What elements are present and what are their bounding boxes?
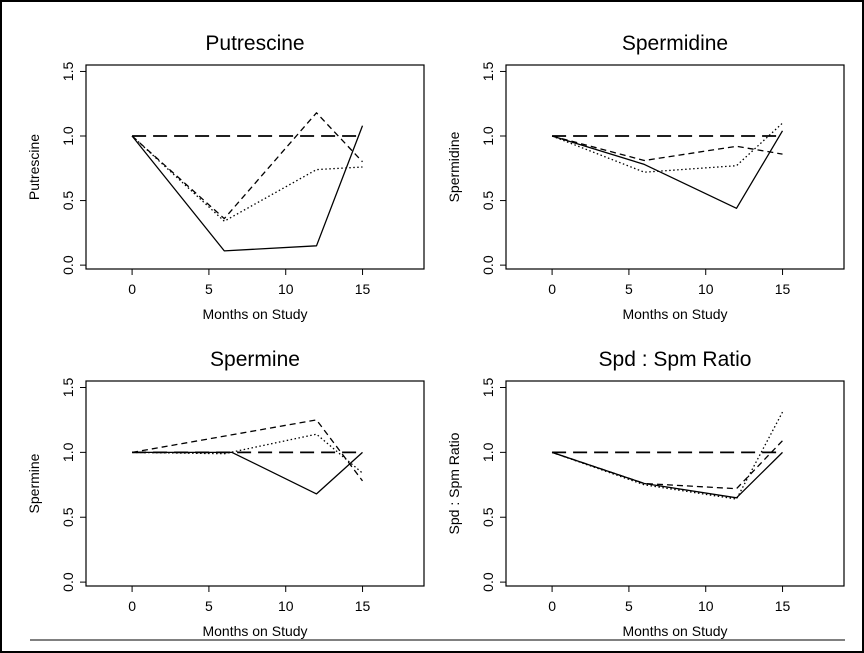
y-tick-label: 0.0 bbox=[480, 255, 496, 275]
x-tick-label: 10 bbox=[698, 281, 714, 297]
x-tick-label: 5 bbox=[205, 281, 213, 297]
x-tick-label: 10 bbox=[278, 598, 294, 614]
series-line-dotted bbox=[132, 433, 363, 474]
x-tick-label: 10 bbox=[698, 598, 714, 614]
y-tick-label: 1.5 bbox=[480, 62, 496, 82]
series-line-solid bbox=[132, 451, 363, 495]
plot-frame bbox=[85, 380, 425, 587]
x-tick-label: 0 bbox=[128, 598, 136, 614]
series-line-solid bbox=[551, 130, 784, 209]
series-line-dashed bbox=[131, 112, 363, 220]
y-tick-label: 0.5 bbox=[60, 507, 76, 527]
y-tick-label: 1.5 bbox=[60, 62, 76, 82]
series-line-dashed bbox=[551, 135, 783, 162]
x-tick-label: 5 bbox=[625, 281, 633, 297]
series-line-dotted bbox=[551, 411, 784, 500]
chart-panel-4: Spd : Spm Ratio 0 5 10 15 0.0 0.5 1.0 1.5 Months … bbox=[446, 348, 845, 639]
x-tick-label: 15 bbox=[355, 281, 371, 297]
y-tick-label: 1.0 bbox=[480, 442, 496, 462]
y-tick-label: 1.0 bbox=[60, 442, 76, 462]
chart-panel-1: Putrescine 0 5 10 15 0.0 0.5 1.0 1.5 Months on St… bbox=[26, 32, 425, 322]
x-tick-label: 0 bbox=[128, 281, 136, 297]
x-axis-label: Months on Study bbox=[622, 306, 727, 322]
y-tick-label: 0.0 bbox=[60, 572, 76, 592]
x-tick-label: 5 bbox=[205, 598, 213, 614]
plot-frame bbox=[505, 380, 845, 587]
x-axis-label: Months on Study bbox=[202, 623, 307, 639]
chart-panel-3: Spermine 0 5 10 15 0.0 0.5 1.0 1.5 Months on Stud… bbox=[26, 348, 425, 639]
x-tick-label: 0 bbox=[548, 281, 556, 297]
chart-title: Spermidine bbox=[622, 32, 728, 55]
y-tick-label: 0.5 bbox=[480, 507, 496, 527]
plot-frame bbox=[85, 64, 425, 270]
y-tick-label: 1.0 bbox=[480, 126, 496, 146]
y-tick-label: 0.5 bbox=[480, 191, 496, 211]
x-axis-label: Months on Study bbox=[202, 306, 307, 322]
y-tick-label: 0.0 bbox=[60, 255, 76, 275]
y-axis-label: Putrescine bbox=[26, 134, 42, 200]
y-tick-label: 1.5 bbox=[480, 378, 496, 398]
y-tick-label: 1.0 bbox=[60, 126, 76, 146]
y-axis-label: Spermine bbox=[26, 453, 42, 513]
chart-title: Spermine bbox=[210, 348, 300, 371]
series-line-dashed bbox=[551, 440, 783, 490]
y-axis-label: Spermidine bbox=[446, 131, 462, 202]
x-tick-label: 15 bbox=[355, 598, 371, 614]
x-tick-label: 0 bbox=[548, 598, 556, 614]
x-axis-label: Months on Study bbox=[622, 623, 727, 639]
plot-frame bbox=[505, 64, 845, 270]
y-axis-label: Spd : Spm Ratio bbox=[446, 432, 462, 534]
x-tick-label: 10 bbox=[278, 281, 294, 297]
series-line-solid bbox=[551, 451, 783, 499]
x-tick-label: 15 bbox=[775, 281, 791, 297]
y-tick-label: 0.5 bbox=[60, 191, 76, 211]
chart-title: Spd : Spm Ratio bbox=[599, 348, 752, 371]
chart-title: Putrescine bbox=[205, 32, 304, 55]
y-tick-label: 0.0 bbox=[480, 572, 496, 592]
series-line-solid bbox=[131, 125, 364, 252]
series-line-dotted bbox=[551, 122, 783, 173]
y-tick-label: 1.5 bbox=[60, 378, 76, 398]
chart-panel-2: Spermidine 0 5 10 15 0.0 0.5 1.0 1.5 Months on St… bbox=[446, 32, 845, 322]
x-tick-label: 5 bbox=[625, 598, 633, 614]
x-tick-label: 15 bbox=[775, 598, 791, 614]
series-line-dashed bbox=[131, 419, 364, 482]
